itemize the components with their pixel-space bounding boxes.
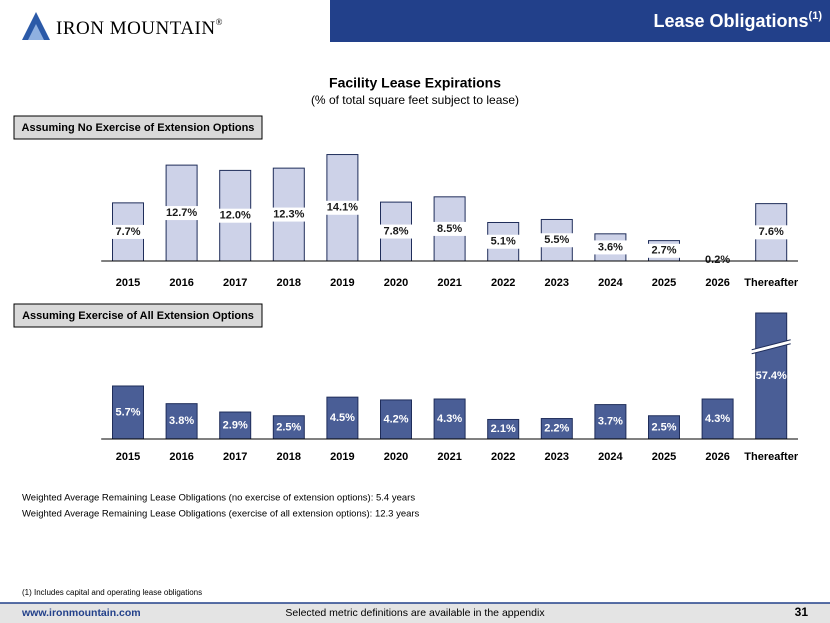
header-title-sup: (1) [809,10,823,22]
value-label-bg [647,243,681,258]
value-label: 2.9% [223,419,248,431]
value-label: 2.5% [276,421,301,433]
bar [165,403,198,440]
x-tick-label: 2018 [277,277,301,289]
x-tick-label: 2015 [116,451,140,463]
x-tick-label: 2024 [598,451,623,463]
value-label: 12.0% [220,210,251,222]
x-tick-label: 2020 [384,451,408,463]
section-label-box [13,303,263,328]
footer-band [0,603,830,623]
value-label: 7.7% [115,226,140,238]
axis-break-line [751,339,791,351]
header-title: Lease Obligations(1) [654,10,823,31]
x-tick-label: 2019 [330,277,354,289]
x-tick-label: 2024 [598,277,623,289]
bar [701,398,734,440]
section-label: Assuming No Exercise of Extension Option… [22,122,255,134]
x-tick-label: 2015 [116,277,140,289]
value-label: 4.5% [330,412,355,424]
x-tick-label: 2026 [705,451,729,463]
value-label: 5.1% [491,236,516,248]
value-label-bg [164,206,199,221]
value-label-bg [111,224,145,239]
chart-title: Facility Lease Expirations [329,75,501,91]
value-label: 12.3% [273,208,304,220]
value-label-bg [700,253,735,268]
value-label: 4.3% [705,413,730,425]
axis-break-line [751,343,791,355]
value-label-bg [218,208,253,223]
axis-break [751,339,791,354]
note: Weighted Average Remaining Lease Obligat… [22,509,420,520]
value-label: 8.5% [437,223,462,235]
value-label: 2.2% [544,423,569,435]
x-tick-label: 2016 [169,451,193,463]
value-label: 2.7% [651,245,676,257]
header-title-main: Lease Obligations [654,11,809,31]
value-label: 0.2% [705,254,730,266]
bar [594,404,627,440]
bar [433,398,466,440]
value-label-bg [486,234,521,249]
value-label: 7.6% [759,226,784,238]
header-band [330,0,830,42]
chart-subtitle: (% of total square feet subject to lease… [311,93,519,107]
x-tick-label: 2018 [277,451,301,463]
page-number: 31 [795,605,809,619]
note: Weighted Average Remaining Lease Obligat… [22,493,415,504]
x-tick-label: Thereafter [744,451,799,463]
logo-name: IRON MOUNTAIN [56,18,216,39]
bar [380,399,412,440]
value-label: 2.5% [651,421,676,433]
x-tick-label: 2019 [330,451,354,463]
x-tick-label: 2020 [384,277,408,289]
value-label: 3.8% [169,415,194,427]
value-label-bg [754,225,789,240]
section-label: Assuming Exercise of All Extension Optio… [22,310,254,322]
value-label: 14.1% [327,202,358,214]
value-label: 5.5% [544,234,569,246]
logo-text: IRON MOUNTAIN® [56,17,223,39]
value-label: 5.7% [115,406,140,418]
footnote: (1) Includes capital and operating lease… [22,588,202,597]
x-tick-label: 2021 [437,277,461,289]
x-tick-label: 2026 [705,277,729,289]
footer-center: Selected metric definitions are availabl… [285,607,545,619]
value-label-bg [539,233,574,248]
logo-icon-inner [28,24,44,40]
value-label-bg [432,221,467,236]
section-label-box [13,115,263,140]
value-label-bg [593,240,628,255]
x-tick-label: Thereafter [744,277,799,289]
value-label-bg [271,207,306,222]
value-label: 7.8% [383,225,408,237]
x-tick-label: 2022 [491,277,515,289]
x-tick-label: 2021 [437,451,461,463]
x-tick-label: 2016 [169,277,193,289]
logo-mark: ® [216,17,223,27]
x-tick-label: 2025 [652,277,676,289]
value-label: 4.3% [437,413,462,425]
x-tick-label: 2023 [545,277,569,289]
x-tick-label: 2017 [223,277,247,289]
value-label: 2.1% [491,423,516,435]
x-tick-label: 2017 [223,451,247,463]
x-tick-label: 2023 [545,451,569,463]
value-label: 57.4% [756,370,787,382]
value-label: 3.6% [598,241,623,253]
bar [112,385,144,440]
x-tick-label: 2022 [491,451,515,463]
value-label-bg [325,200,360,215]
value-label: 4.2% [383,413,408,425]
value-label-bg [379,224,413,239]
value-label: 12.7% [166,207,197,219]
value-label: 3.7% [598,416,623,428]
footer-url: www.ironmountain.com [21,607,141,619]
x-tick-label: 2025 [652,451,676,463]
